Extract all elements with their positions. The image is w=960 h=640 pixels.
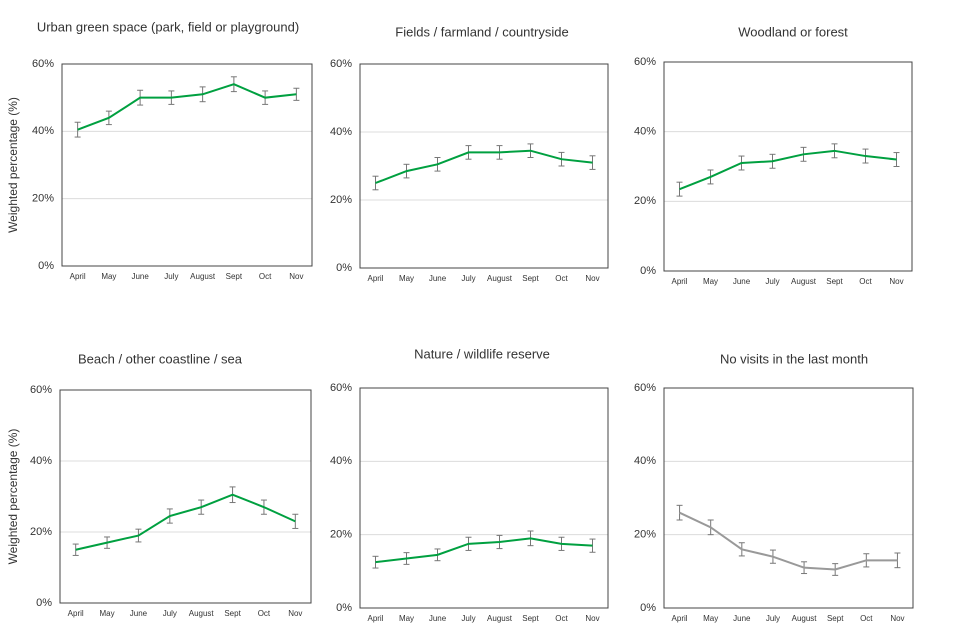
x-tick-label: July — [766, 614, 780, 623]
x-tick-label: August — [791, 277, 817, 286]
x-tick-label: May — [399, 614, 414, 623]
x-tick-label: August — [487, 274, 513, 283]
line — [679, 149, 897, 191]
plot-frame — [663, 61, 913, 272]
chart-title: Woodland or forest — [738, 24, 848, 39]
y-tick-label: 0% — [640, 602, 656, 614]
x-tick-label: June — [733, 614, 751, 623]
y-tick-label: 40% — [634, 126, 656, 138]
y-tick-label: 60% — [634, 56, 656, 68]
x-tick-label: August — [190, 272, 216, 281]
x-tick-label: Nov — [890, 614, 904, 623]
x-tick-label: May — [703, 614, 718, 623]
x-tick-label: July — [461, 614, 475, 623]
x-tick-label: June — [429, 274, 447, 283]
y-axis-label: Weighted percentage (%) — [6, 97, 20, 233]
chart-title: Beach / other coastline / sea — [78, 351, 243, 366]
x-tick-label: Oct — [555, 614, 568, 623]
x-tick-label: Sept — [226, 272, 243, 281]
y-tick-label: 40% — [330, 455, 352, 467]
plot-frame — [359, 63, 609, 269]
x-tick-label: June — [429, 614, 447, 623]
y-tick-label: 60% — [330, 382, 352, 394]
line — [77, 83, 297, 131]
y-tick-label: 0% — [336, 602, 352, 614]
x-tick-label: April — [671, 277, 687, 286]
y-tick-label: 20% — [30, 526, 52, 538]
y-tick-label: 0% — [38, 260, 54, 272]
series — [372, 530, 596, 569]
x-tick-label: Sept — [827, 614, 844, 623]
x-tick-label: Oct — [860, 614, 873, 623]
series — [372, 143, 596, 191]
y-tick-label: 20% — [634, 529, 656, 541]
x-tick-label: April — [367, 614, 383, 623]
chart-title: Nature / wildlife reserve — [414, 346, 550, 361]
y-tick-label: 40% — [634, 455, 656, 467]
series — [676, 143, 900, 197]
y-axis-label: Weighted percentage (%) — [6, 429, 20, 565]
y-tick-label: 60% — [32, 58, 54, 70]
y-tick-label: 0% — [336, 262, 352, 274]
x-tick-label: June — [130, 609, 148, 618]
x-tick-label: July — [163, 609, 177, 618]
x-tick-label: May — [399, 274, 414, 283]
series — [676, 504, 901, 576]
x-tick-label: Sept — [826, 277, 843, 286]
x-tick-label: Nov — [289, 272, 303, 281]
x-tick-label: Nov — [585, 614, 599, 623]
x-tick-label: June — [733, 277, 751, 286]
y-tick-label: 60% — [634, 382, 656, 394]
x-tick-label: April — [68, 609, 84, 618]
x-tick-label: August — [189, 609, 215, 618]
x-tick-label: Oct — [258, 609, 271, 618]
x-tick-label: Sept — [224, 609, 241, 618]
y-tick-label: 40% — [32, 125, 54, 137]
x-tick-label: Nov — [288, 609, 302, 618]
y-tick-label: 20% — [330, 194, 352, 206]
y-tick-label: 20% — [330, 529, 352, 541]
line — [375, 149, 593, 184]
x-tick-label: April — [367, 274, 383, 283]
line — [679, 511, 898, 571]
x-tick-label: Nov — [585, 274, 599, 283]
plot-frame — [61, 63, 313, 267]
x-tick-label: May — [100, 609, 115, 618]
plot-frame — [359, 387, 609, 609]
chart-title: Urban green space (park, field or playgr… — [37, 19, 299, 34]
x-tick-label: July — [461, 274, 475, 283]
x-tick-label: May — [703, 277, 718, 286]
chart-title: No visits in the last month — [720, 351, 868, 366]
y-tick-label: 60% — [30, 384, 52, 396]
x-tick-label: Sept — [522, 274, 539, 283]
y-tick-label: 40% — [330, 126, 352, 138]
x-tick-label: Oct — [859, 277, 872, 286]
x-tick-label: July — [765, 277, 779, 286]
y-tick-label: 0% — [640, 265, 656, 277]
x-tick-label: Sept — [522, 614, 539, 623]
x-tick-label: April — [672, 614, 688, 623]
x-tick-label: May — [101, 272, 116, 281]
series — [72, 486, 299, 556]
line — [75, 493, 296, 551]
line — [375, 537, 593, 564]
y-tick-label: 20% — [634, 195, 656, 207]
series — [74, 76, 300, 138]
plot-frame — [663, 387, 914, 609]
chart-title: Fields / farmland / countryside — [395, 24, 568, 39]
x-tick-label: Oct — [555, 274, 568, 283]
x-tick-label: August — [792, 614, 818, 623]
x-tick-label: April — [70, 272, 86, 281]
x-tick-label: June — [131, 272, 149, 281]
plot-frame — [59, 389, 312, 604]
y-tick-label: 60% — [330, 58, 352, 70]
y-tick-label: 20% — [32, 193, 54, 205]
y-tick-label: 0% — [36, 597, 52, 609]
x-tick-label: Nov — [889, 277, 903, 286]
x-tick-label: July — [164, 272, 178, 281]
x-tick-label: August — [487, 614, 513, 623]
y-tick-label: 40% — [30, 455, 52, 467]
x-tick-label: Oct — [259, 272, 272, 281]
